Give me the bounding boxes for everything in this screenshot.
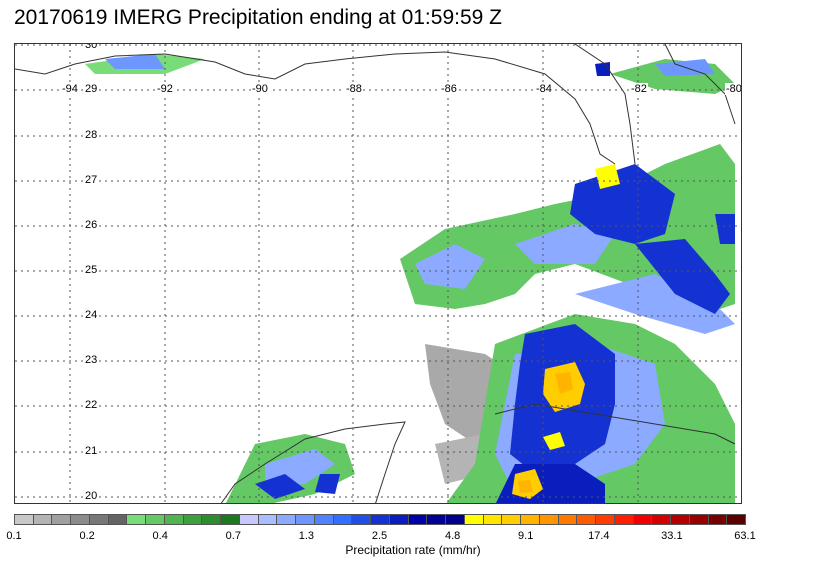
colorbar-tick-label: 9.1 [518,530,534,542]
colorbar-swatch [501,514,522,525]
colorbar-tick-label: 0.7 [225,530,241,542]
lat-label: 25 [84,264,99,276]
lat-label: 22 [84,399,99,411]
lon-label: -82 [630,83,648,95]
colorbar-swatch [107,514,128,525]
colorbar-swatch [14,514,34,525]
colorbar-swatch [482,514,503,525]
colorbar-swatch [651,514,672,525]
colorbar-swatch [557,514,578,525]
colorbar-swatch [332,514,353,525]
colorbar-swatch [688,514,709,525]
coastlines [15,44,736,503]
lat-label: 21 [84,445,99,457]
colorbar-swatch [220,514,240,525]
lon-label: -92 [156,83,174,95]
lat-label: 27 [84,174,99,186]
colorbar-swatch [295,514,315,525]
colorbar-swatch [632,514,653,525]
colorbar-swatch [313,514,334,525]
lat-label: 23 [84,354,99,366]
lat-label: 28 [84,129,99,141]
lon-label: -94 [61,83,79,95]
colorbar-tick-label: 0.4 [152,530,168,542]
graticule [15,44,741,503]
colorbar-swatch [145,514,165,525]
lat-label: 20 [84,490,99,502]
colorbar-tick-label: 17.4 [588,530,610,542]
map-canvas [15,44,741,503]
colorbar-tick-label: 1.3 [298,530,315,542]
precipitation-map[interactable]: -94 -92 -90 -88 -86 -84 -82 -80 30 29 28… [14,43,742,504]
colorbar-swatch [613,514,634,525]
colorbar-swatch [463,514,484,525]
colorbar-swatch [388,514,409,525]
colorbar-swatch [276,514,297,525]
lon-label: -80 [725,83,742,95]
colorbar-swatch [88,514,109,525]
colorbar-swatch [370,514,390,525]
colorbar-swatch [538,514,559,525]
colorbar-swatch [182,514,203,525]
colorbar-swatch [257,514,278,525]
lat-label: 29 [84,83,99,95]
colorbar-title: Precipitation rate (mm/hr) [345,543,481,557]
colorbar-tick-label: 4.8 [444,530,461,542]
colorbar-tick-label: 33.1 [661,530,683,542]
lon-label: -86 [440,83,458,95]
colorbar-swatch [426,514,447,525]
colorbar-swatch [70,514,90,525]
map-title: 20170619 IMERG Precipitation ending at 0… [14,6,502,29]
colorbar-swatch [407,514,428,525]
colorbar-swatch [520,514,540,525]
lat-label: 24 [84,309,99,321]
colorbar-swatch [32,514,53,525]
colorbar-swatch [576,514,597,525]
colorbar-tick-label: 2.5 [371,530,388,542]
colorbar-tick-label: 0.2 [79,530,95,542]
lat-label: 30 [84,44,99,51]
colorbar-swatch [445,514,465,525]
colorbar-swatch [726,514,746,525]
lat-label: 26 [84,219,99,231]
colorbar-swatch [351,514,372,525]
colorbar-tick-label: 63.1 [734,530,756,542]
precipitation-colorbar [14,514,746,527]
colorbar-swatch [238,514,259,525]
colorbar-swatch [163,514,184,525]
colorbar-swatch [707,514,728,525]
lon-label: -84 [535,83,553,95]
colorbar-tick-label: 0.1 [6,530,22,542]
colorbar-swatch [51,514,72,525]
lon-label: -88 [345,83,363,95]
colorbar-swatch [201,514,222,525]
colorbar-swatch [595,514,615,525]
colorbar-swatch [670,514,690,525]
colorbar-swatch [126,514,147,525]
lon-label: -90 [251,83,269,95]
